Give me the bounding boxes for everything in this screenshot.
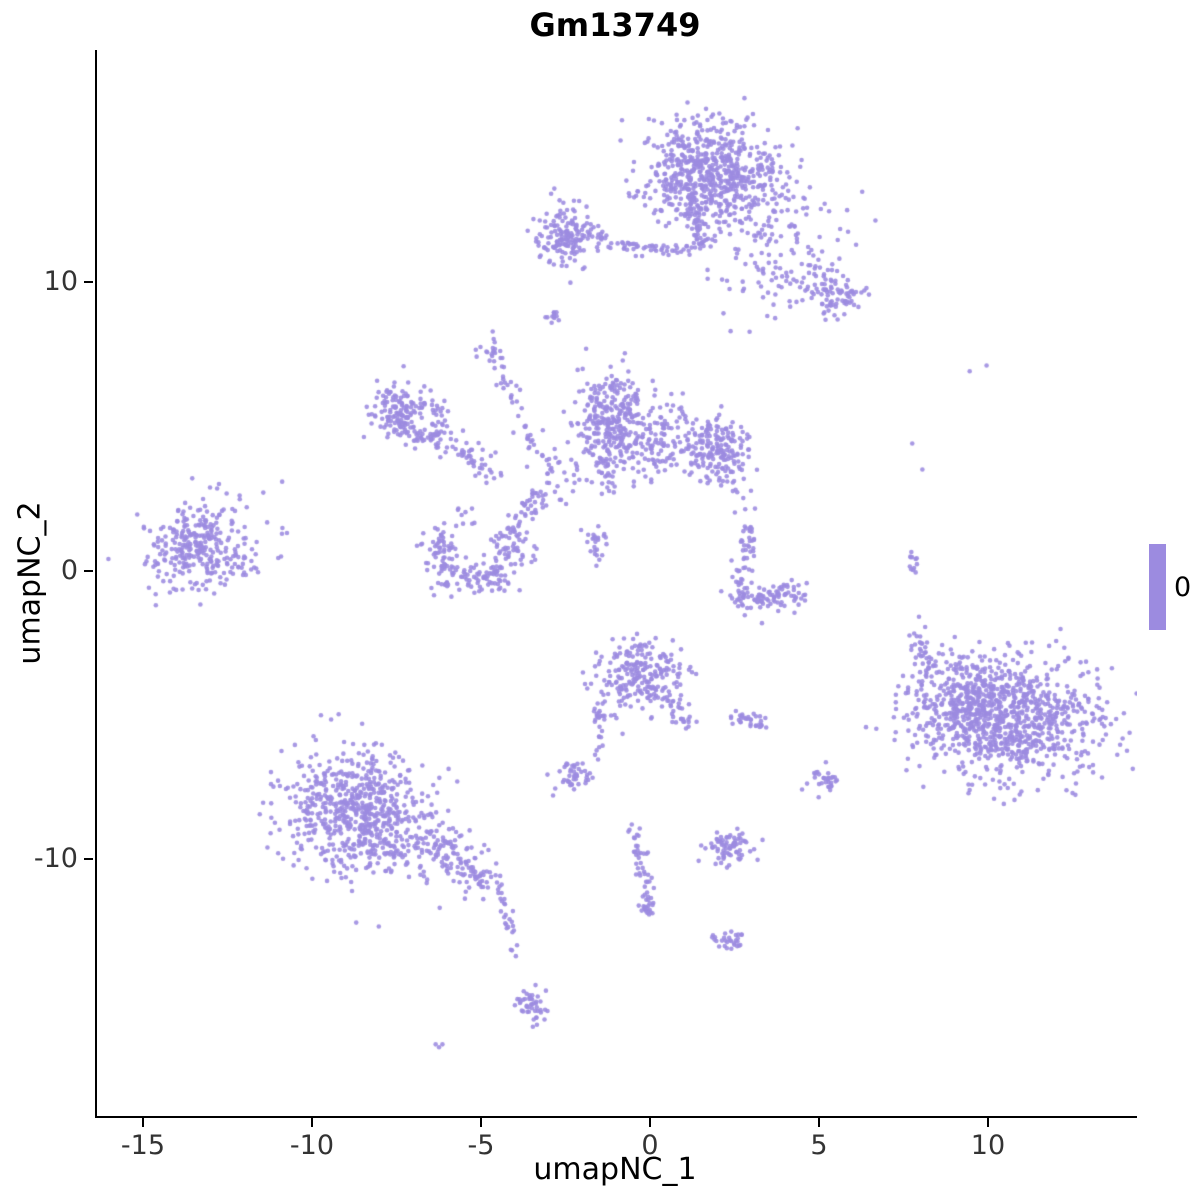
y-tick-label: -10 [33,843,78,875]
plot-title: Gm13749 [529,6,701,44]
x-tick-label: -5 [467,1130,495,1161]
x-tick-label: -10 [289,1130,335,1161]
y-tick-label: 10 [43,265,78,297]
y-tick-mark [84,280,93,283]
x-tick-mark [648,1118,651,1127]
x-tick-label: -15 [120,1130,166,1161]
scatter-canvas [97,50,1137,1116]
plot-area [95,50,1137,1118]
x-tick-mark [310,1118,313,1127]
y-tick-mark [84,569,93,572]
y-tick-label: 0 [60,554,78,586]
x-tick-label: 0 [641,1130,659,1161]
x-tick-label: 5 [810,1130,828,1161]
x-tick-mark [141,1118,144,1127]
x-tick-mark [817,1118,820,1127]
x-tick-mark [986,1118,989,1127]
legend-label: 0 [1174,571,1192,603]
y-tick-mark [84,858,93,861]
x-axis-label: umapNC_1 [533,1152,697,1187]
y-axis-label: umapNC_2 [12,501,48,665]
x-tick-mark [479,1118,482,1127]
legend: 0 [1149,544,1191,630]
legend-colorbar [1149,544,1166,630]
x-tick-label: 10 [970,1130,1006,1161]
